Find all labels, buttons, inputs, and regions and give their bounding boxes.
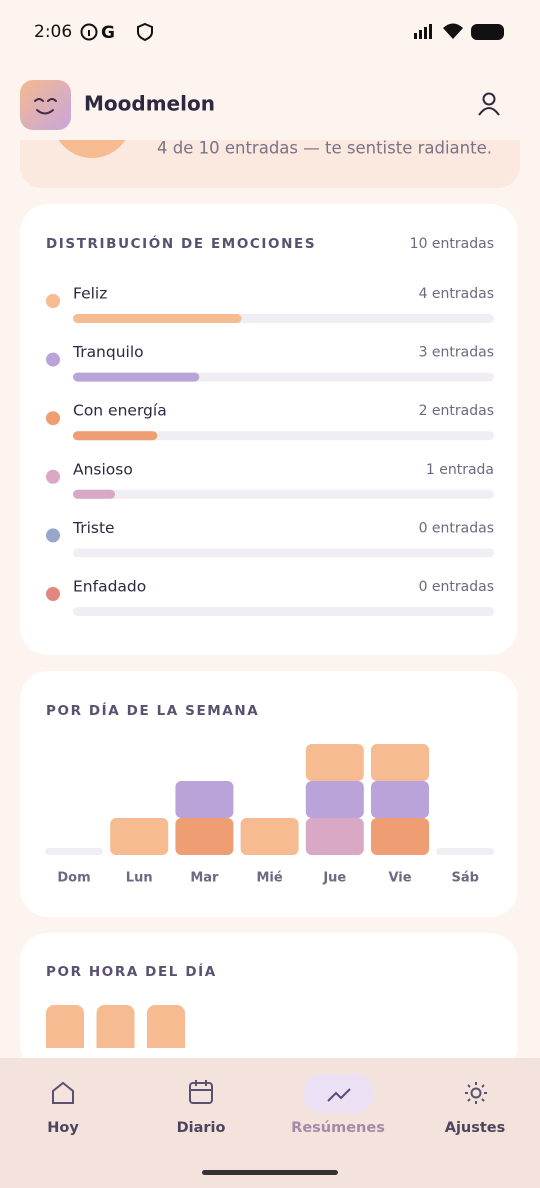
- emotion-count: 0 entradas: [419, 520, 494, 536]
- nav-tab[interactable]: Resúmenes: [291, 1120, 385, 1136]
- day-segment: [305, 744, 364, 781]
- emotion-bar: [73, 489, 116, 499]
- empty-day: [45, 848, 103, 855]
- emotion-bar: [73, 314, 242, 323]
- day-segment: [110, 818, 169, 855]
- bar-track: [73, 548, 494, 558]
- total-label: 10 entradas: [410, 236, 494, 252]
- emotion-dot: [46, 352, 60, 367]
- bar-track: [73, 431, 494, 441]
- day-label: Mié: [256, 871, 282, 886]
- app-logo: [20, 80, 71, 130]
- emotion-dot: [46, 528, 60, 543]
- nav-tab[interactable]: Hoy: [47, 1120, 79, 1136]
- summary-text: 4 de 10 entradas — te sentiste radiante.: [157, 139, 492, 158]
- emotion-count: 2 entradas: [419, 403, 494, 419]
- status-icons: G: [80, 22, 504, 43]
- day-label: Vie: [388, 871, 411, 886]
- day-segment: [305, 781, 364, 818]
- emotion-name: Enfadado: [73, 578, 146, 596]
- nav-tab[interactable]: Ajustes: [445, 1120, 506, 1136]
- day-segment: [305, 818, 364, 855]
- emotion-count: 1 entrada: [426, 462, 494, 478]
- day-segment: [240, 818, 299, 855]
- nav-tab[interactable]: Diario: [177, 1120, 226, 1136]
- emotion-dot: [46, 469, 60, 484]
- emotion-count: 4 entradas: [419, 286, 494, 302]
- clock: 2:06: [34, 22, 72, 42]
- day-label: Jue: [322, 871, 346, 886]
- emotion-name: Triste: [72, 519, 115, 537]
- weekday-card: [20, 671, 518, 917]
- day-label: Dom: [57, 871, 90, 886]
- section-title: POR DÍA DE LA SEMANA: [46, 702, 259, 719]
- section-title: DISTRIBUCIÓN DE EMOCIONES: [46, 234, 316, 252]
- day-label: Sáb: [451, 871, 478, 886]
- hour-bar: [46, 1005, 84, 1048]
- emotion-dot: [46, 587, 60, 601]
- hour-bar: [96, 1005, 135, 1048]
- emotion-count: 0 entradas: [419, 579, 494, 595]
- day-label: Lun: [126, 871, 153, 886]
- bottom-nav: [0, 1058, 540, 1188]
- app-bar: [0, 62, 540, 140]
- emotion-name: Con energía: [73, 402, 167, 420]
- section-title: POR HORA DEL DÍA: [46, 963, 217, 980]
- day-segment: [175, 818, 234, 855]
- logo-face: [34, 98, 57, 115]
- day-segment: [371, 781, 429, 818]
- day-segment: [371, 744, 429, 781]
- emotion-bar: [73, 372, 200, 382]
- day-segment: [175, 781, 234, 818]
- bar-track: [73, 607, 494, 616]
- emotion-name: Tranquilo: [72, 343, 144, 361]
- day-label: Mar: [190, 871, 219, 886]
- bar-track: [73, 489, 494, 499]
- empty-day: [436, 848, 495, 855]
- hour-bar: [147, 1005, 185, 1048]
- profile-button[interactable]: [478, 92, 500, 116]
- active-indicator: [303, 1074, 374, 1113]
- nav-icons: [52, 1080, 487, 1104]
- emotion-name: Feliz: [73, 285, 107, 303]
- hourly-card: [20, 933, 518, 1073]
- svg-text:G: G: [101, 23, 115, 43]
- emotion-bar: [73, 431, 158, 441]
- app-name: Moodmelon: [84, 92, 215, 116]
- home-indicator: [202, 1170, 338, 1175]
- emotion-dot: [46, 294, 60, 308]
- emotion-count: 3 entradas: [419, 345, 494, 361]
- emotion-dot: [46, 411, 60, 426]
- emotion-name: Ansioso: [73, 460, 133, 478]
- day-segment: [371, 818, 429, 855]
